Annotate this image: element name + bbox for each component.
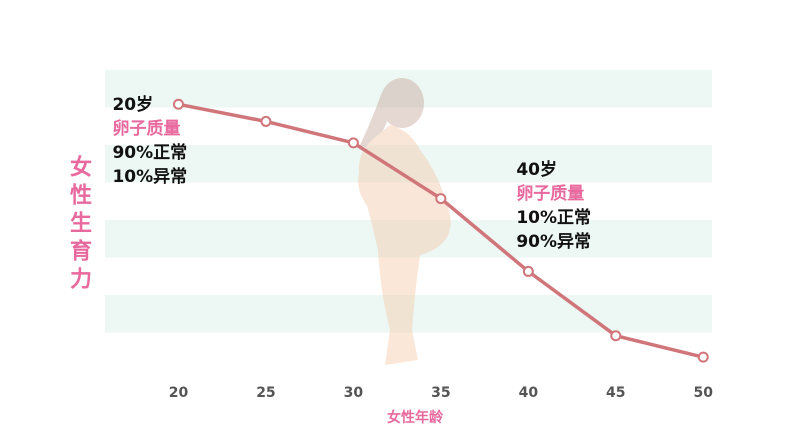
x-tick-label: 35 bbox=[431, 385, 450, 401]
data-point bbox=[610, 330, 622, 342]
y-axis-label: 女性生育力 bbox=[66, 154, 92, 295]
data-point bbox=[347, 137, 359, 149]
data-point bbox=[435, 193, 447, 205]
annotation-line: 卵子质量 bbox=[112, 118, 180, 139]
x-tick-label: 40 bbox=[519, 385, 539, 401]
woman-silhouette bbox=[358, 78, 451, 365]
x-tick-label: 45 bbox=[606, 385, 625, 401]
annotation-line: 20岁 bbox=[112, 94, 153, 115]
x-tick-label: 30 bbox=[344, 385, 364, 401]
data-point bbox=[172, 98, 184, 110]
background-band bbox=[105, 70, 712, 108]
annotation-line: 卵子质量 bbox=[516, 183, 584, 204]
data-point bbox=[260, 115, 272, 127]
background-band bbox=[105, 295, 712, 333]
annotation-line: 90%正常 bbox=[112, 142, 187, 163]
data-point bbox=[697, 351, 709, 363]
annotation-line: 40岁 bbox=[516, 159, 557, 180]
background-band bbox=[105, 220, 712, 258]
x-axis-label: 女性年龄 bbox=[387, 409, 444, 426]
annotation-line: 10%异常 bbox=[112, 166, 187, 187]
data-point bbox=[522, 265, 534, 277]
x-tick-label: 50 bbox=[694, 385, 714, 401]
x-tick-label: 25 bbox=[256, 385, 275, 401]
annotation-line: 10%正常 bbox=[516, 207, 591, 228]
annotation-line: 90%异常 bbox=[516, 231, 591, 252]
x-tick-label: 20 bbox=[169, 385, 189, 401]
